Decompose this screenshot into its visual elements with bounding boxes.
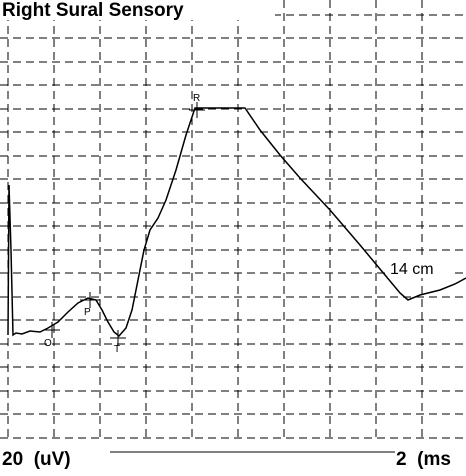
distance-label: 14 cm (390, 261, 434, 278)
title: Right Sural Sensory (2, 0, 184, 21)
marker-label: O (44, 338, 52, 349)
time-scale: 2 (ms (396, 449, 451, 470)
grid (0, 0, 466, 452)
amplitude-scale: 20 (uV) (2, 449, 71, 470)
marker-label: T (114, 344, 120, 355)
marker-label: P (84, 307, 91, 318)
marker-label: R (193, 93, 200, 104)
title-backdrop (0, 0, 275, 20)
marker-crosses (44, 102, 205, 346)
waveform-trace (7, 107, 466, 338)
distance-backdrop (388, 258, 450, 278)
scale-backdrop (0, 440, 466, 476)
